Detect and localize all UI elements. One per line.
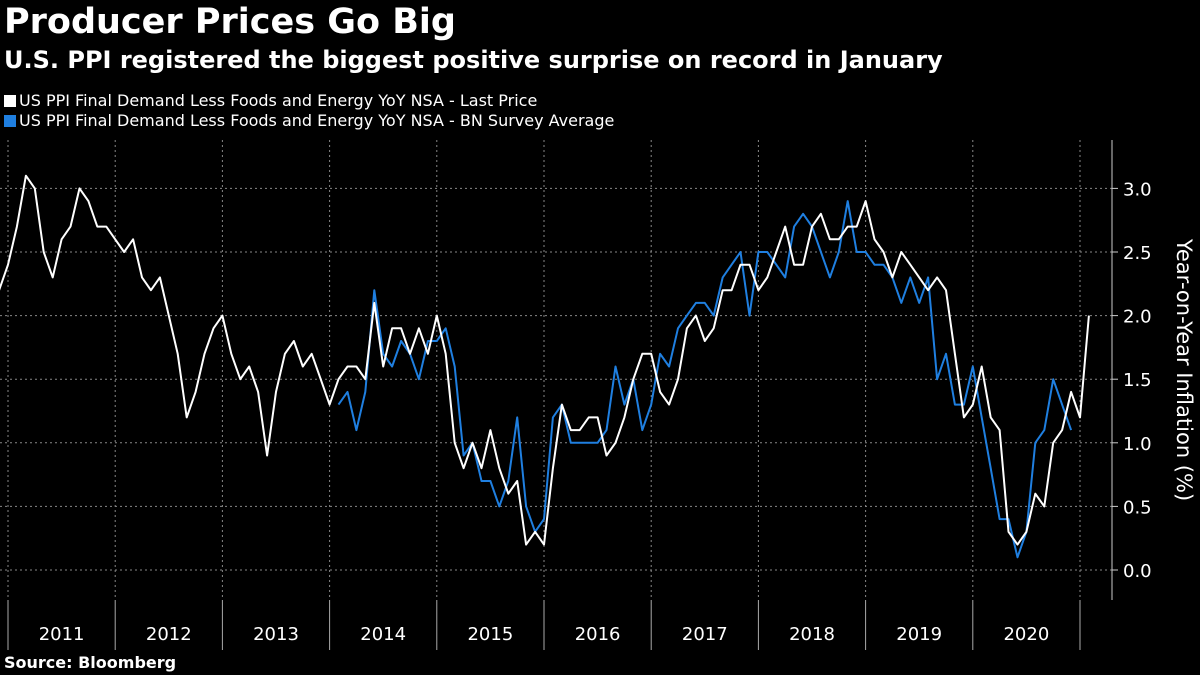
source-note: Source: Bloomberg [4, 653, 177, 672]
x-tick-label: 2015 [467, 624, 513, 645]
y-tick-label: 0.0 [1123, 561, 1152, 582]
y-tick-label: 2.5 [1123, 243, 1152, 264]
legend-item-survey: US PPI Final Demand Less Foods and Energ… [4, 111, 614, 131]
x-tick-label: 2012 [146, 624, 192, 645]
y-tick-label: 0.5 [1123, 497, 1152, 518]
x-tick-label: 2019 [896, 624, 942, 645]
x-tick-label: 2018 [789, 624, 835, 645]
x-tick-label: 2020 [1003, 624, 1049, 645]
y-tick-label: 2.0 [1123, 307, 1152, 328]
y-tick-label: 1.5 [1123, 370, 1152, 391]
legend-label-survey: US PPI Final Demand Less Foods and Energ… [19, 111, 615, 130]
y-tick-label: 3.0 [1123, 179, 1152, 200]
legend: US PPI Final Demand Less Foods and Energ… [4, 91, 614, 131]
y-tick-label: 1.0 [1123, 434, 1152, 455]
legend-label-last-price: US PPI Final Demand Less Foods and Energ… [19, 91, 538, 110]
series-line-survey [337, 200, 1073, 559]
x-tick-label: 2016 [575, 624, 621, 645]
y-axis-title: Year-on-Year Inflation (%) [1172, 238, 1196, 501]
x-tick-label: 2011 [39, 624, 85, 645]
x-tick-label: 2013 [253, 624, 299, 645]
legend-swatch-survey [4, 115, 16, 127]
x-tick-label: 2014 [360, 624, 406, 645]
x-tick-label: 2017 [682, 624, 728, 645]
series-line-last-price [0, 174, 1090, 546]
legend-item-last-price: US PPI Final Demand Less Foods and Energ… [4, 91, 614, 111]
chart-title: Producer Prices Go Big [4, 2, 456, 42]
legend-swatch-last-price [4, 95, 16, 107]
chart-subtitle: U.S. PPI registered the biggest positive… [4, 46, 943, 74]
